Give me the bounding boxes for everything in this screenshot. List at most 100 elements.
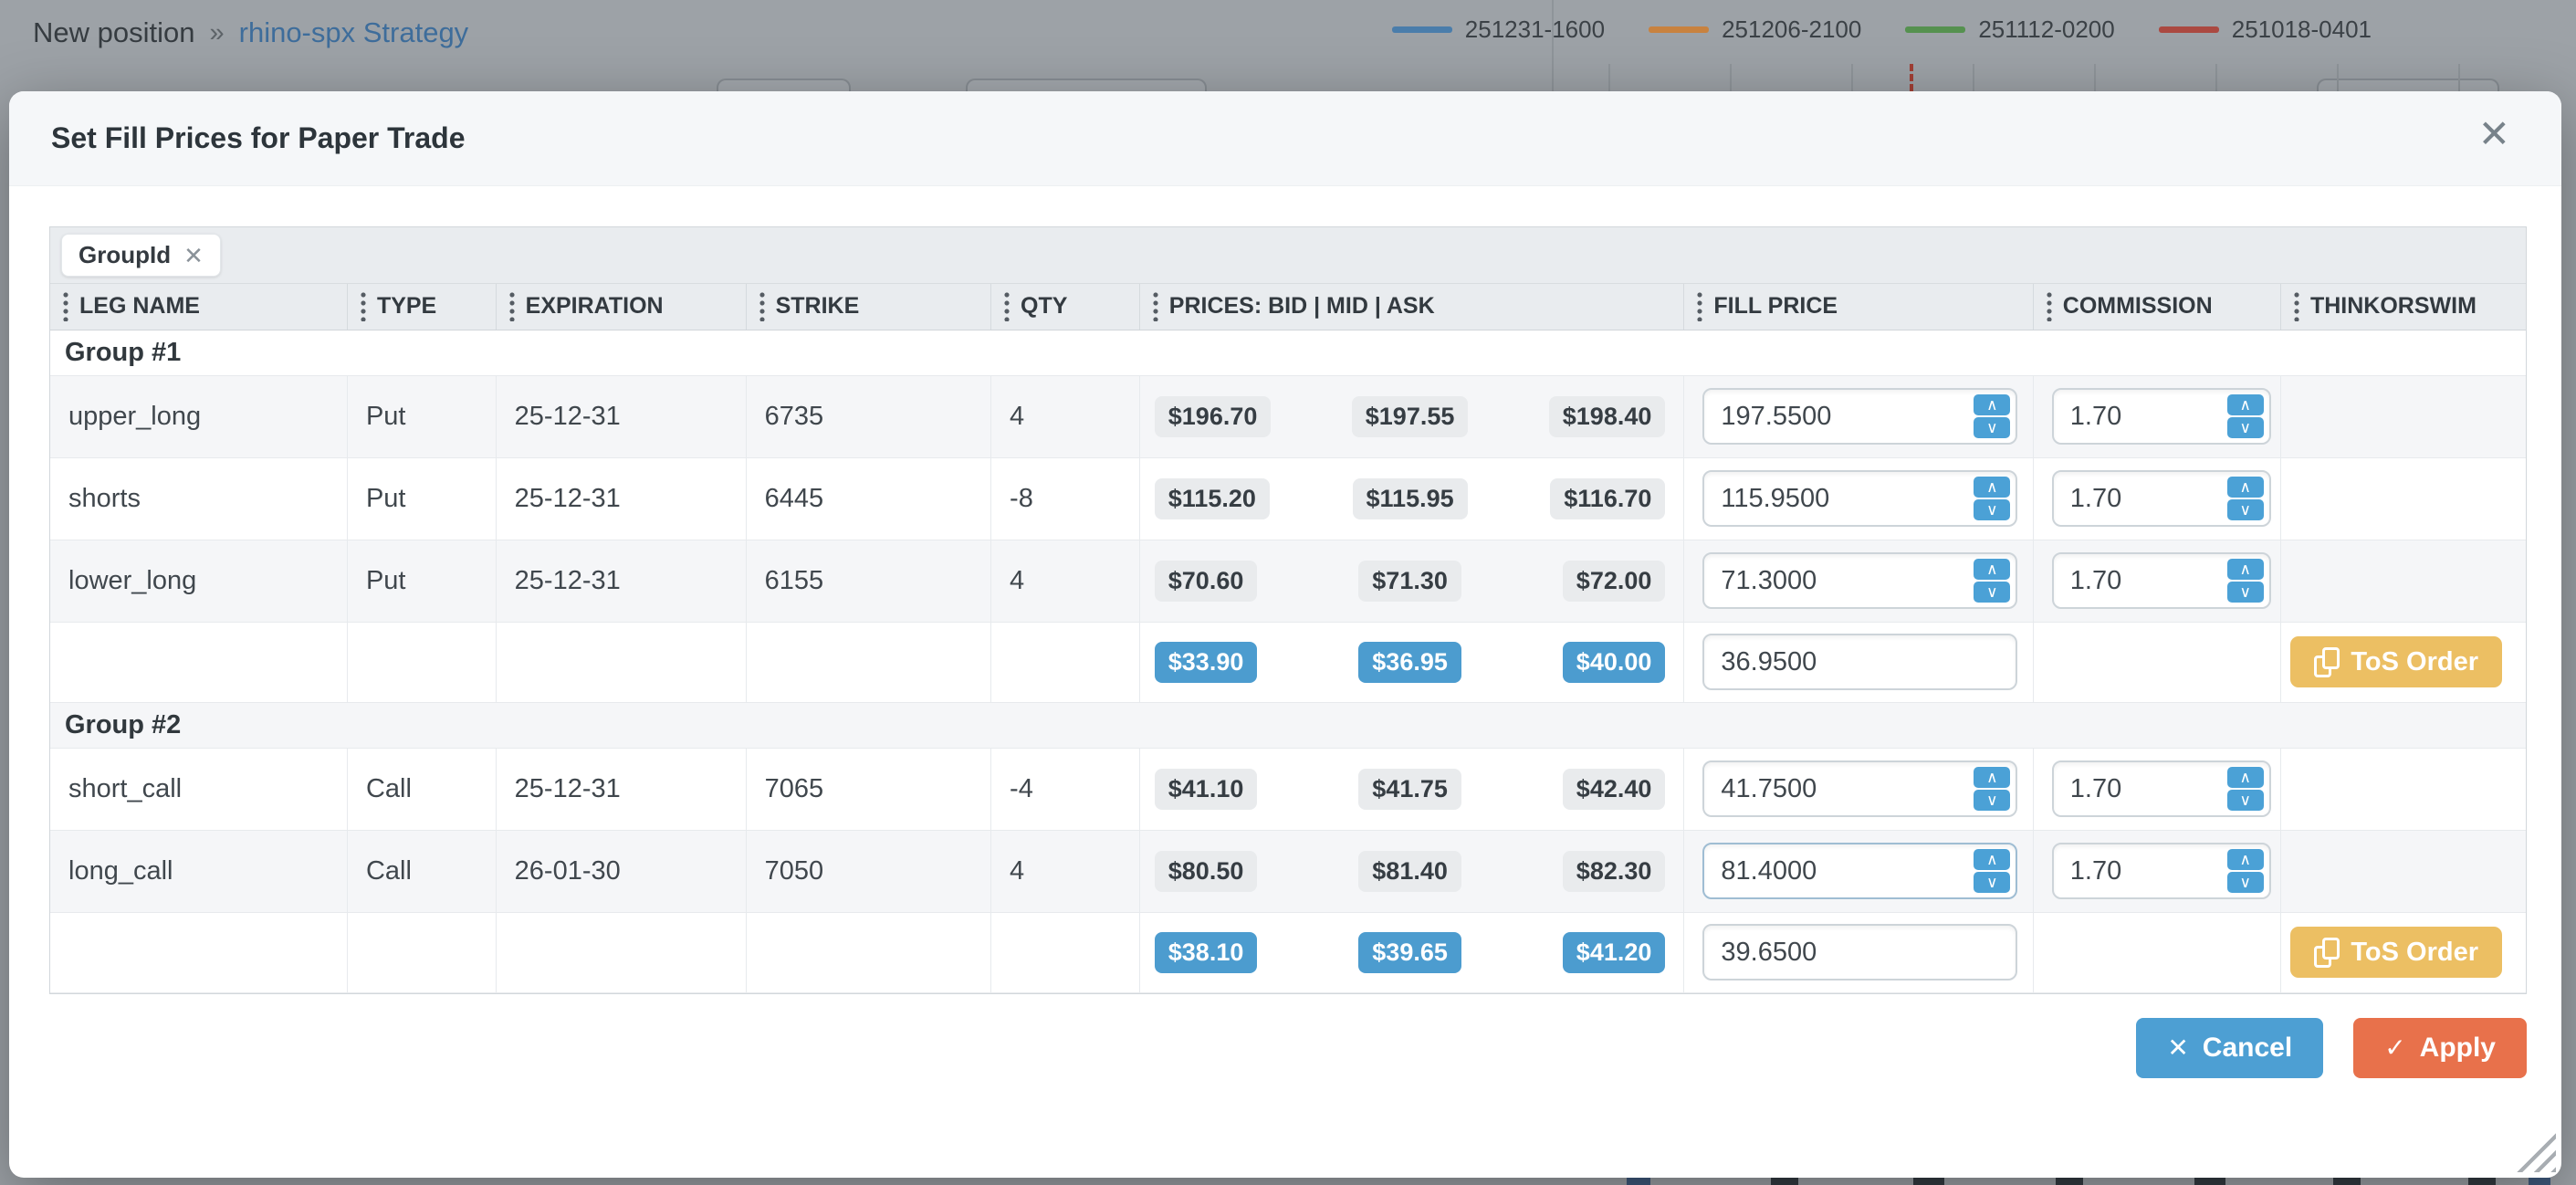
column-header-prices[interactable]: PRICES: BID | MID | ASK (1139, 284, 1685, 330)
drag-grip-icon (759, 291, 765, 322)
fill-price-cell: ∧ ∨ (1683, 540, 2034, 623)
background-chart-marker-line (1910, 64, 1913, 91)
spin-up-button[interactable]: ∧ (1974, 477, 2011, 498)
fill-price-input[interactable] (1704, 554, 2016, 607)
spin-down-button[interactable]: ∨ (1974, 417, 2011, 438)
empty-cell (50, 912, 348, 993)
spin-down-button[interactable]: ∨ (1974, 872, 2011, 893)
column-header-commission[interactable]: COMMISSION (2033, 284, 2281, 330)
expiration-cell: 25-12-31 (496, 457, 747, 540)
legend-item[interactable]: 251231-1600 (1391, 16, 1606, 44)
spin-up-button[interactable]: ∧ (1974, 767, 2011, 788)
ask-badge: $42.40 (1562, 768, 1666, 810)
cancel-button[interactable]: ✕ Cancel (2136, 1017, 2324, 1078)
spin-down-button[interactable]: ∨ (2226, 499, 2264, 520)
spin-up-button[interactable]: ∧ (2226, 394, 2264, 415)
legend-item[interactable]: 251206-2100 (1649, 16, 1861, 44)
resize-handle[interactable] (2514, 1130, 2556, 1172)
background-panel-divider (1552, 0, 1554, 91)
thinkorswim-cell: ToS Order (2280, 912, 2526, 993)
column-header-leg-name[interactable]: LEG NAME (50, 284, 348, 330)
fill-price-input[interactable] (1704, 472, 2016, 525)
leg-name-cell: upper_long (50, 375, 348, 458)
column-header-strike[interactable]: STRIKE (746, 284, 992, 330)
type-cell: Call (347, 830, 497, 913)
legend-item[interactable]: 251018-0401 (2158, 16, 2372, 44)
apply-button[interactable]: ✓ Apply (2353, 1017, 2527, 1078)
column-header-thinkorswim[interactable]: THINKORSWIM (2280, 284, 2526, 330)
prices-cell: $33.90 $36.95 $40.00 (1139, 622, 1685, 703)
column-header-expiration[interactable]: EXPIRATION (496, 284, 747, 330)
spin-up-button[interactable]: ∧ (1974, 394, 2011, 415)
fill-price-cell: ∧ ∨ (1683, 375, 2034, 458)
column-header-fill-price[interactable]: FILL PRICE (1683, 284, 2034, 330)
drag-grip-icon (63, 291, 68, 322)
breadcrumb: New position » rhino-spx Strategy (33, 16, 468, 49)
legend-label: 251206-2100 (1722, 16, 1862, 43)
thinkorswim-cell (2280, 830, 2526, 913)
group-header-row: Group #2 (50, 702, 2526, 749)
breadcrumb-separator-icon: » (209, 17, 225, 47)
chevron-up-icon: ∧ (2239, 478, 2251, 496)
legend-label: 251231-1600 (1464, 16, 1606, 43)
thinkorswim-cell (2280, 375, 2526, 458)
breadcrumb-current: New position (33, 16, 195, 48)
chevron-up-icon: ∧ (1986, 396, 1998, 414)
spin-down-button[interactable]: ∨ (1974, 499, 2011, 520)
spin-up-button[interactable]: ∧ (1974, 559, 2011, 580)
close-icon[interactable]: ✕ (2477, 112, 2510, 155)
chevron-up-icon: ∧ (2239, 396, 2251, 414)
fill-price-input[interactable] (1704, 762, 2016, 815)
leg-name-cell: long_call (50, 830, 348, 913)
tos-order-button[interactable]: ToS Order (2290, 636, 2502, 687)
table-row: lower_long Put 25-12-31 6155 4 $70.60 $7… (50, 540, 2526, 623)
copy-icon (2314, 937, 2340, 968)
spin-up-button[interactable]: ∧ (2226, 477, 2264, 498)
column-header-type[interactable]: TYPE (347, 284, 497, 330)
spin-down-button[interactable]: ∨ (1974, 790, 2011, 811)
tos-order-button[interactable]: ToS Order (2290, 927, 2502, 978)
commission-cell: ∧ ∨ (2033, 457, 2281, 540)
spin-down-button[interactable]: ∨ (2226, 417, 2264, 438)
spin-up-button[interactable]: ∧ (2226, 767, 2264, 788)
drag-grip-icon (508, 291, 515, 322)
spin-down-button[interactable]: ∨ (2226, 872, 2264, 893)
mid-badge: $197.55 (1351, 395, 1469, 437)
background-control (717, 79, 851, 93)
breadcrumb-strategy-link[interactable]: rhino-spx Strategy (238, 16, 469, 48)
expiration-cell: 25-12-31 (496, 540, 747, 623)
chevron-down-icon: ∨ (1986, 792, 1998, 809)
net-fill-price-input[interactable] (1704, 635, 2016, 688)
fill-price-input[interactable] (1704, 390, 2016, 443)
leg-name-cell: shorts (50, 457, 348, 540)
empty-cell (2033, 912, 2281, 993)
fill-price-input[interactable] (1704, 844, 2016, 897)
prices-cell: $196.70 $197.55 $198.40 (1139, 375, 1685, 458)
empty-cell (990, 912, 1140, 993)
net-fill-price-input[interactable] (1704, 926, 2016, 979)
spin-down-button[interactable]: ∨ (2226, 790, 2264, 811)
column-header-qty[interactable]: QTY (990, 284, 1140, 330)
spin-up-button[interactable]: ∧ (2226, 559, 2264, 580)
legend-item[interactable]: 251112-0200 (1905, 16, 2115, 44)
prices-cell: $38.10 $39.65 $41.20 (1139, 912, 1685, 993)
fill-price-cell: ∧ ∨ (1683, 748, 2034, 831)
spin-up-button[interactable]: ∧ (2226, 849, 2264, 870)
chip-remove-icon[interactable]: ✕ (183, 241, 204, 269)
spin-down-button[interactable]: ∨ (1974, 582, 2011, 603)
net-ask-badge: $40.00 (1562, 641, 1666, 683)
prices-cell: $41.10 $41.75 $42.40 (1139, 748, 1685, 831)
chevron-down-icon: ∨ (2239, 419, 2251, 436)
fill-price-cell (1683, 912, 2034, 993)
background-control (966, 79, 1207, 93)
prices-cell: $70.60 $71.30 $72.00 (1139, 540, 1685, 623)
spin-up-button[interactable]: ∧ (1974, 849, 2011, 870)
commission-cell: ∧ ∨ (2033, 748, 2281, 831)
groupid-filter-chip[interactable]: GroupId ✕ (61, 234, 221, 277)
dialog-header: Set Fill Prices for Paper Trade ✕ (9, 91, 2561, 186)
chevron-down-icon: ∨ (2239, 792, 2251, 809)
tos-order-label: ToS Order (2351, 937, 2478, 967)
mid-badge: $115.95 (1352, 477, 1468, 519)
spin-down-button[interactable]: ∨ (2226, 582, 2264, 603)
